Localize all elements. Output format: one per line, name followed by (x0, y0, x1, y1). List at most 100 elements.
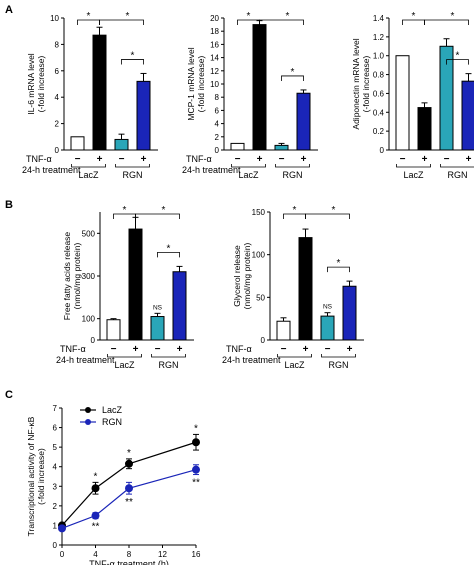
bar (320, 315, 335, 341)
treatment-sign: + (347, 344, 353, 355)
y-tick-label: 4 (55, 93, 60, 102)
y-tick-label: 1.4 (373, 14, 385, 23)
group-bracket (440, 164, 474, 168)
y-tick-label: 0.8 (373, 71, 385, 80)
data-point (91, 511, 100, 520)
treatment-sign: + (301, 154, 307, 165)
y-tick-label: 500 (82, 229, 96, 238)
y-tick-label: 0.2 (373, 127, 385, 136)
y-tick-label: 6 (53, 424, 58, 433)
group-label: RGN (123, 170, 143, 180)
significance-star: * (291, 67, 295, 78)
y-tick-label: 3 (53, 482, 58, 491)
series-line (61, 441, 197, 526)
data-point (125, 459, 133, 468)
y-tick-label: 0.4 (373, 108, 385, 117)
treatment-sign: − (155, 344, 161, 355)
significance-star: * (162, 205, 166, 216)
x-tick-label: 0 (60, 550, 65, 559)
bar (298, 237, 313, 341)
y-axis-label: (nmol/mg protein) (242, 243, 252, 310)
significance-bracket (424, 19, 469, 25)
y-axis-label: IL-6 mRNA level (26, 53, 36, 115)
significance-star: * (94, 471, 98, 482)
treatment-sign: − (75, 154, 81, 165)
treatment-sign: − (111, 344, 117, 355)
group-label: LacZ (114, 360, 135, 370)
time-label: 24-h treatment (182, 165, 241, 175)
y-axis-label: Free fatty acids release (62, 232, 72, 321)
significance-star: * (126, 11, 130, 22)
significance-star: * (337, 258, 341, 269)
data-point (58, 524, 66, 533)
significance-star: * (127, 448, 131, 459)
y-tick-label: 0 (53, 541, 58, 550)
y-axis-label: Transcriptional activity of NF-κB (26, 416, 36, 536)
data-point (192, 465, 200, 474)
bar (461, 80, 474, 151)
bar (230, 142, 245, 151)
y-tick-label: 5 (53, 443, 58, 452)
treatment-sign: + (303, 344, 309, 355)
group-label: RGN (448, 170, 468, 180)
y-tick-label: 2 (53, 502, 58, 511)
significance-bracket (99, 19, 144, 25)
y-tick-label: 300 (82, 272, 96, 281)
y-tick-label: 8 (215, 93, 220, 102)
group-bracket (277, 354, 312, 358)
y-tick-label: 10 (210, 80, 219, 89)
y-tick-label: 4 (53, 463, 58, 472)
x-tick-label: 4 (93, 550, 98, 559)
group-label: RGN (159, 360, 179, 370)
ns-label: NS (153, 304, 163, 311)
bar (276, 320, 291, 341)
bar (136, 80, 151, 151)
bar-chart-5: 0 50 100 150 Glycerol release (nmol/mg protei… (222, 205, 364, 370)
treatment-sign: + (422, 154, 428, 165)
y-axis-label: Adiponectin mRNA level (351, 38, 361, 129)
treatment-sign: + (97, 154, 103, 165)
significance-star: * (293, 205, 297, 216)
treatment-sign: + (141, 154, 147, 165)
group-label: RGN (283, 170, 303, 180)
legend-label: LacZ (102, 405, 123, 415)
treatment-sign: − (235, 154, 241, 165)
tnf-label: TNF-α (186, 154, 212, 164)
bar-chart-4: 0 100 300 500 Free fatty acids release (nmol/… (56, 205, 194, 370)
treatment-sign: − (400, 154, 406, 165)
bar (150, 316, 165, 341)
legend-label: RGN (102, 417, 122, 427)
group-bracket (231, 164, 266, 168)
time-label: 24-h treatment (56, 355, 115, 365)
group-bracket (107, 354, 142, 358)
significance-star: * (123, 205, 127, 216)
x-tick-label: 12 (158, 550, 167, 559)
y-tick-label: 7 (53, 404, 58, 413)
group-bracket (115, 164, 150, 168)
panel-label-b: B (5, 199, 13, 211)
y-tick-label: 0 (215, 146, 220, 155)
treatment-sign: − (119, 154, 125, 165)
significance-bracket (135, 213, 180, 219)
significance-bracket (259, 19, 304, 25)
y-tick-label: 18 (210, 27, 219, 36)
significance-star: * (451, 11, 455, 22)
treatment-sign: + (177, 344, 183, 355)
y-axis-label: Glycerol release (232, 245, 242, 307)
y-axis-label: (-fold increase) (361, 55, 371, 112)
y-tick-label: 4 (215, 120, 220, 129)
y-axis-label: (-fold increase) (36, 55, 46, 112)
data-point (91, 484, 100, 493)
y-axis-label: (nmol/mg protein) (72, 243, 82, 310)
legend-marker (85, 419, 91, 425)
x-tick-label: 8 (127, 550, 132, 559)
y-tick-label: 100 (252, 251, 266, 260)
group-bracket (71, 164, 106, 168)
panel-label-a: A (5, 4, 13, 16)
bar-chart-1: 0 2 4 6 8 10 IL-6 mRNA level (-fold increase) * *… (22, 11, 158, 180)
y-tick-label: 6 (55, 67, 60, 76)
significance-bracket (446, 59, 469, 65)
y-tick-label: 16 (210, 40, 219, 49)
group-bracket (275, 164, 310, 168)
